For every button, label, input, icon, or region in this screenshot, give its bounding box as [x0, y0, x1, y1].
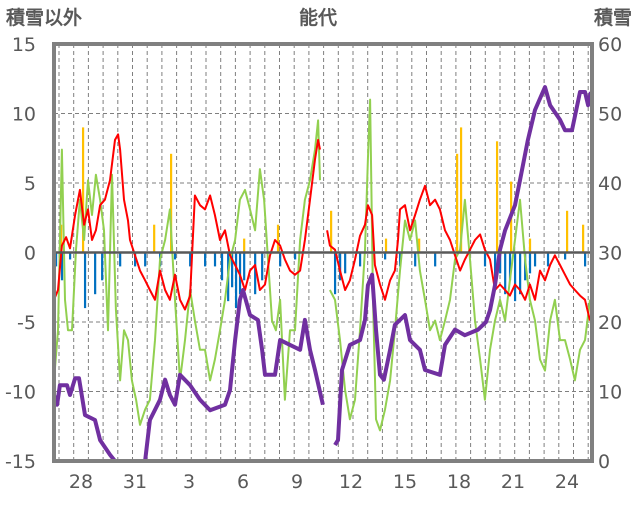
blue-bar	[204, 252, 207, 267]
plot-frame	[52, 42, 594, 463]
left-y-tick-label: 15	[12, 34, 36, 56]
blue-bar	[434, 252, 437, 267]
orange-bar	[170, 153, 173, 253]
orange-bar	[418, 238, 421, 253]
blue-bar	[119, 252, 122, 267]
blue-bar	[213, 252, 217, 267]
blue-bar	[513, 252, 517, 302]
right-axis-label: 積雪	[594, 6, 632, 29]
orange-bar	[384, 238, 388, 253]
blue-bar	[564, 252, 567, 260]
left-y-ticks: 15 10 5 0 -5 -10 -15	[5, 34, 36, 473]
orange-bar	[566, 210, 569, 253]
blue-bar	[94, 252, 97, 295]
green-series-line	[329, 98, 591, 432]
left-y-tick-label: -10	[5, 382, 36, 404]
right-y-tick-label: 40	[598, 173, 622, 195]
blue-bar	[333, 252, 337, 295]
orange-bar	[81, 127, 85, 253]
blue-bar	[294, 252, 297, 260]
blue-bar	[279, 252, 282, 267]
blue-bar	[144, 252, 147, 267]
x-tick-label: 9	[291, 471, 303, 493]
blue-bar	[231, 252, 234, 288]
x-tick-label: 6	[237, 471, 249, 493]
orange-bar	[153, 224, 156, 253]
blue-bar	[504, 252, 507, 295]
blue-bar	[494, 252, 497, 281]
x-ticks: 28 31 3 6 9 12 15 18 21 24	[69, 471, 579, 493]
blue-bar	[508, 252, 512, 281]
right-y-tick-label: 50	[598, 104, 622, 126]
blue-bar	[243, 252, 246, 281]
x-tick-label: 3	[183, 471, 195, 493]
red-series-line	[326, 184, 591, 321]
orange-bar	[243, 238, 246, 253]
orange-bar	[528, 238, 532, 253]
chart-title: 能代	[299, 6, 337, 29]
purple-series-line	[52, 288, 325, 463]
blue-bar	[83, 252, 87, 309]
blue-bar	[359, 252, 362, 267]
blue-bar	[528, 252, 532, 274]
blue-bar	[339, 252, 342, 281]
x-tick-label: 31	[123, 471, 147, 493]
blue-bar	[134, 252, 137, 267]
orange-bar	[459, 127, 463, 253]
right-y-tick-label: 60	[598, 34, 622, 56]
blue-bar	[519, 252, 522, 295]
right-y-tick-label: 30	[598, 243, 622, 265]
blue-bar	[398, 252, 402, 267]
x-tick-label: 18	[447, 471, 471, 493]
left-y-tick-label: -5	[17, 312, 36, 334]
orange-bar	[60, 224, 63, 253]
blue-bar	[234, 252, 238, 309]
blue-bar	[414, 252, 417, 267]
x-tick-label: 21	[501, 471, 525, 493]
right-y-tick-label: 10	[598, 382, 622, 404]
line-series	[52, 85, 593, 463]
orange-bar	[330, 210, 333, 253]
gridlines	[54, 44, 592, 461]
blue-bar	[220, 252, 224, 281]
x-tick-label: 12	[339, 471, 363, 493]
blue-bar	[344, 252, 347, 274]
blue-bar	[254, 252, 257, 295]
blue-bar	[261, 252, 264, 281]
blue-bar	[60, 252, 64, 281]
blue-bar	[384, 252, 387, 260]
orange-bar	[495, 141, 499, 253]
x-tick-label: 15	[393, 471, 417, 493]
blue-bar	[101, 252, 104, 281]
red-series-line	[53, 133, 321, 311]
blue-bar	[189, 252, 192, 267]
bar-series	[54, 127, 587, 309]
left-axis-label: 積雪以外	[6, 6, 82, 29]
right-y-tick-label: 0	[598, 451, 610, 473]
left-y-tick-label: 0	[24, 243, 36, 265]
blue-bar	[584, 252, 587, 267]
blue-bar	[54, 252, 58, 267]
left-y-tick-label: 5	[24, 173, 36, 195]
blue-bar	[69, 252, 72, 260]
left-y-tick-label: -15	[5, 451, 36, 473]
x-tick-label: 24	[555, 471, 579, 493]
right-y-ticks: 60 50 40 30 20 10 0	[598, 34, 622, 473]
blue-bar	[546, 252, 550, 267]
orange-bar	[582, 224, 585, 253]
x-tick-label: 28	[69, 471, 93, 493]
blue-bar	[533, 252, 537, 267]
orange-bar	[276, 224, 280, 253]
blue-bar	[483, 252, 487, 267]
right-y-tick-label: 20	[598, 312, 622, 334]
orange-bar	[456, 153, 459, 253]
purple-series-line	[333, 85, 593, 447]
blue-bar	[173, 252, 177, 260]
left-y-tick-label: 10	[12, 104, 36, 126]
